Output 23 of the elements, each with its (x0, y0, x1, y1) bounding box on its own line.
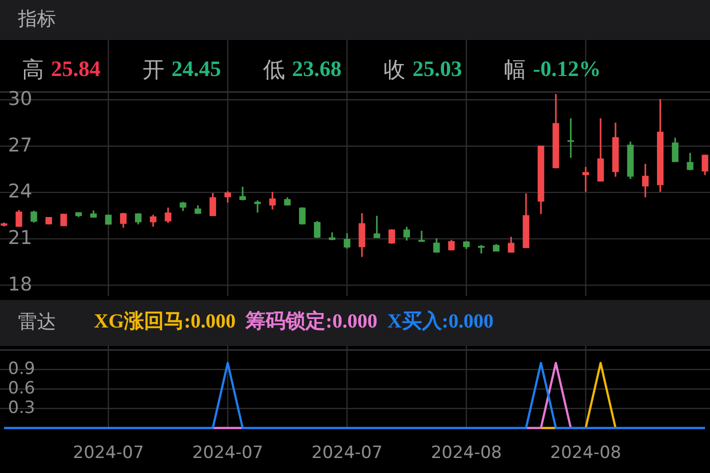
chart-title: 雷达 (18, 311, 56, 334)
y-tick-label: 24 (8, 180, 32, 203)
y-tick-label: 30 (8, 88, 32, 110)
text: XG涨回马:0.000 (94, 310, 236, 333)
text: 开 24.45 (142, 56, 221, 84)
x-tick-label: 2024-08 (550, 443, 622, 463)
text: 高 25.84 (22, 56, 100, 84)
text: 幅 -0.12% (504, 56, 601, 84)
text: X买入:0.000 (387, 310, 494, 333)
y-tick-label: 21 (8, 227, 32, 250)
x-tick-label: 2024-07 (72, 443, 144, 463)
x-tick-label: 2024-07 (192, 443, 264, 463)
y-tick-label: 0.9 (8, 359, 36, 380)
y-tick-label: 0.6 (8, 378, 36, 399)
text: 筹码锁定:0.000 (244, 310, 378, 333)
x-tick-label: 2024-07 (312, 443, 383, 463)
y-tick-label: 0.3 (8, 398, 36, 418)
y-tick-label: 18 (8, 273, 32, 296)
y-tick-label: 27 (8, 134, 32, 156)
x-tick-label: 2024-08 (430, 443, 502, 463)
text: 收 25.03 (384, 56, 462, 84)
chart-title: 指标 (17, 8, 56, 30)
text: 低 23.68 (263, 56, 342, 84)
